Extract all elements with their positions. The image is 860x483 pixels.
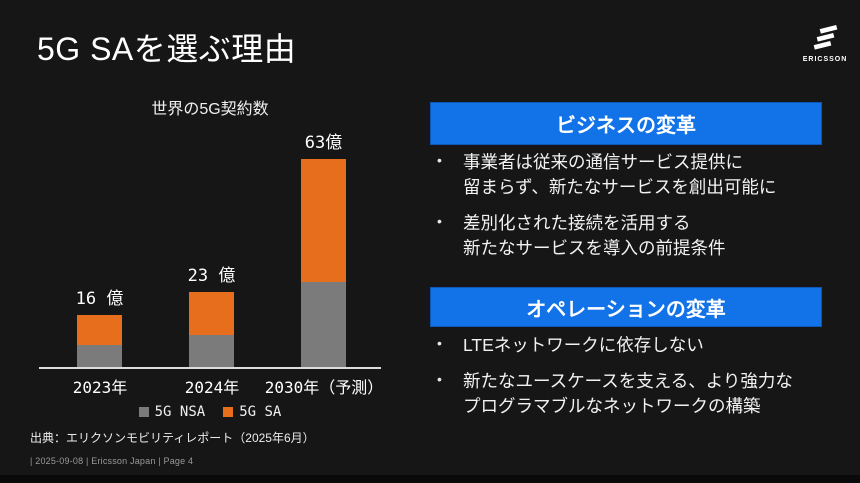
bar-segment-5g-nsa xyxy=(301,281,346,368)
bullet-text: LTEネットワークに依存しない xyxy=(463,335,704,355)
bar-segment-5g-sa xyxy=(189,291,234,335)
legend-item-5g-nsa: 5G NSA xyxy=(138,404,206,420)
bar-2024: 23 億 xyxy=(187,261,236,368)
list-item: • 差別化された接続を活用する 新たなサービスを導入の前提条件 xyxy=(432,211,844,261)
bar-segment-5g-nsa xyxy=(77,344,122,368)
x-axis-line xyxy=(39,367,381,369)
x-tick-2023: 2023年 xyxy=(72,378,128,397)
bar-value-label: 63億 xyxy=(304,133,343,154)
legend-label: 5G NSA xyxy=(154,404,206,420)
bar-2030: 63億 xyxy=(301,128,346,368)
legend-label: 5G SA xyxy=(239,404,282,420)
bullet-icon: • xyxy=(437,335,442,351)
bar-2023: 16 億 xyxy=(75,284,124,368)
ericsson-three-bars-icon xyxy=(796,25,854,55)
list-item: • 事業者は従来の通信サービス提供に 留まらず、新たなサービスを創出可能に xyxy=(432,150,844,200)
operation-bullet-list: • LTEネットワークに依存しない • 新たなユースケースを支える、より強力な … xyxy=(432,333,844,430)
chart-legend: 5G NSA 5G SA xyxy=(39,404,381,420)
section-header-business: ビジネスの変革 xyxy=(430,102,822,145)
bar-segment-5g-sa xyxy=(301,159,346,282)
ericsson-logo: ERICSSON xyxy=(796,25,854,63)
business-bullet-list: • 事業者は従来の通信サービス提供に 留まらず、新たなサービスを創出可能に • … xyxy=(432,150,844,271)
bar-value-label: 23 億 xyxy=(187,265,236,286)
x-tick-2030: 2030年（予測） xyxy=(264,378,384,397)
source-citation: 出典：エリクソンモビリティレポート（2025年6月） xyxy=(30,431,315,445)
chart-title: 世界の5G契約数 xyxy=(151,101,269,118)
list-item: • LTEネットワークに依存しない xyxy=(432,333,844,358)
slide-footer: | 2025-09-08 | Ericsson Japan | Page 4 xyxy=(30,456,194,466)
bullet-icon: • xyxy=(437,370,442,387)
bottom-edge-strip xyxy=(0,475,860,483)
bullet-icon: • xyxy=(437,212,442,229)
legend-swatch-orange-icon xyxy=(223,407,234,417)
bar-segment-5g-nsa xyxy=(189,334,234,368)
bullet-text: 事業者は従来の通信サービス提供に 留まらず、新たなサービスを創出可能に xyxy=(463,152,777,197)
bar-segment-5g-sa xyxy=(77,314,122,345)
x-tick-2024: 2024年 xyxy=(184,378,240,397)
legend-swatch-gray-icon xyxy=(138,407,149,417)
page-title: 5G SAを選ぶ理由 xyxy=(37,31,297,67)
list-item: • 新たなユースケースを支える、より強力な プログラマブルなネットワークの構築 xyxy=(432,369,844,419)
section-header-operation: オペレーションの変革 xyxy=(430,287,822,327)
ericsson-wordmark: ERICSSON xyxy=(802,56,848,63)
legend-item-5g-sa: 5G SA xyxy=(223,404,281,420)
bullet-icon: • xyxy=(437,152,442,168)
bar-value-label: 16 億 xyxy=(75,288,124,309)
bullet-text: 差別化された接続を活用する 新たなサービスを導入の前提条件 xyxy=(463,212,726,258)
bullet-text: 新たなユースケースを支える、より強力な プログラマブルなネットワークの構築 xyxy=(463,370,793,416)
